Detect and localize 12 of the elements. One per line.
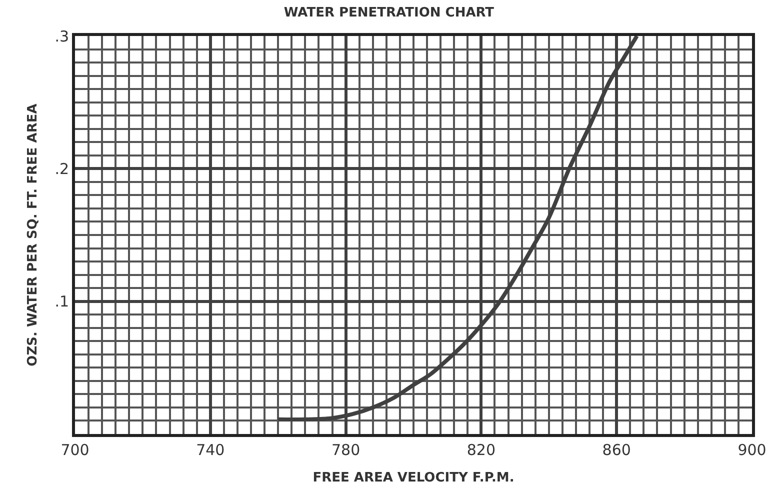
x-axis-title: FREE AREA VELOCITY F.P.M. — [312, 470, 514, 486]
x-tick-label: 860 — [602, 441, 631, 459]
x-tick-label: 780 — [331, 441, 360, 459]
x-tick-label: 820 — [466, 441, 496, 459]
y-axis-title: OZS. WATER PER SQ. FT. FREE AREA — [26, 104, 41, 366]
y-tick-label: .1 — [54, 292, 69, 311]
x-tick-label: 740 — [196, 441, 225, 459]
y-tick-label: .3 — [54, 27, 69, 46]
x-tick-label: 900 — [738, 441, 766, 459]
x-tick-label: 700 — [60, 441, 90, 459]
chart-title: WATER PENETRATION CHART — [284, 6, 494, 21]
y-tick-label: .2 — [54, 160, 69, 178]
